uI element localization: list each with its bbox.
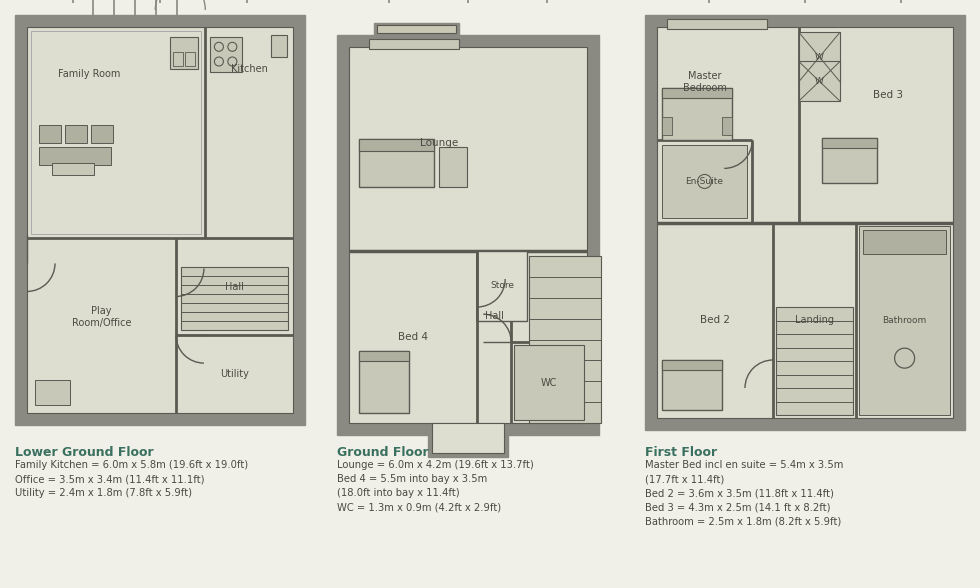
Text: Utility: Utility — [220, 369, 249, 379]
Bar — [359, 139, 434, 151]
Bar — [91, 125, 113, 143]
Text: Hall: Hall — [485, 312, 504, 322]
Text: Bed 3: Bed 3 — [873, 91, 903, 101]
Text: Landing: Landing — [795, 315, 834, 325]
Text: W: W — [815, 77, 824, 86]
Text: Family Kitchen = 6.0m x 5.8m (19.6ft x 19.0ft): Family Kitchen = 6.0m x 5.8m (19.6ft x 1… — [15, 460, 248, 470]
Bar — [662, 360, 722, 410]
Bar — [210, 37, 242, 72]
Text: Bed 4 = 5.5m into bay x 3.5m: Bed 4 = 5.5m into bay x 3.5m — [337, 474, 487, 484]
Bar — [529, 256, 601, 423]
Text: Hall: Hall — [225, 282, 244, 292]
Bar — [35, 380, 70, 405]
Bar — [439, 147, 467, 187]
Bar — [185, 52, 195, 66]
Bar — [514, 345, 584, 420]
Bar — [271, 35, 287, 57]
Text: First Floor: First Floor — [645, 446, 717, 459]
Text: Office = 3.5m x 3.4m (11.4ft x 11.1ft): Office = 3.5m x 3.4m (11.4ft x 11.1ft) — [15, 474, 205, 484]
Text: WC = 1.3m x 0.9m (4.2ft x 2.9ft): WC = 1.3m x 0.9m (4.2ft x 2.9ft) — [337, 502, 501, 512]
Text: En-Suite: En-Suite — [686, 177, 723, 186]
Text: Utility = 2.4m x 1.8m (7.8ft x 5.9ft): Utility = 2.4m x 1.8m (7.8ft x 5.9ft) — [15, 488, 192, 498]
Bar — [776, 308, 854, 415]
Text: Lounge = 6.0m x 4.2m (19.6ft x 13.7ft): Lounge = 6.0m x 4.2m (19.6ft x 13.7ft) — [337, 460, 534, 470]
Bar — [349, 47, 587, 423]
Bar — [822, 138, 877, 183]
Bar — [52, 163, 94, 175]
Bar — [39, 125, 61, 143]
Bar — [662, 88, 732, 141]
Bar — [337, 35, 599, 435]
Text: Store: Store — [490, 282, 514, 290]
Text: Ground Floor: Ground Floor — [337, 446, 428, 459]
Bar — [657, 27, 953, 418]
Bar — [722, 118, 732, 135]
Text: Lower Ground Floor: Lower Ground Floor — [15, 446, 154, 459]
Bar — [39, 148, 111, 165]
Bar — [172, 52, 183, 66]
Bar — [859, 226, 950, 415]
Text: (18.0ft into bay x 11.4ft): (18.0ft into bay x 11.4ft) — [337, 488, 460, 498]
Bar — [15, 15, 305, 425]
Text: Bed 4: Bed 4 — [398, 332, 428, 342]
Bar — [181, 268, 288, 330]
Bar — [359, 139, 434, 187]
Bar — [662, 145, 747, 218]
Text: (17.7ft x 11.4ft): (17.7ft x 11.4ft) — [645, 474, 724, 484]
Text: WC: WC — [541, 377, 558, 387]
Bar — [432, 423, 504, 453]
Text: Bathroom = 2.5m x 1.8m (8.2ft x 5.9ft): Bathroom = 2.5m x 1.8m (8.2ft x 5.9ft) — [645, 516, 841, 526]
Bar — [477, 251, 527, 321]
Bar — [359, 351, 409, 361]
Bar — [374, 23, 459, 35]
Text: Master Bed incl en suite = 5.4m x 3.5m: Master Bed incl en suite = 5.4m x 3.5m — [645, 460, 844, 470]
Bar — [662, 360, 722, 370]
Bar — [667, 19, 767, 29]
Text: Bathroom: Bathroom — [882, 316, 927, 325]
Text: Lounge: Lounge — [420, 138, 459, 148]
Text: Kitchen: Kitchen — [230, 64, 268, 74]
Text: Family Room: Family Room — [58, 69, 121, 79]
Bar — [31, 31, 201, 235]
Bar — [27, 27, 293, 413]
Bar — [359, 351, 409, 413]
Text: Play
Room/Office: Play Room/Office — [72, 306, 131, 328]
Bar — [65, 125, 87, 143]
Text: W: W — [815, 52, 824, 62]
Bar — [369, 39, 459, 49]
Bar — [170, 37, 198, 69]
Bar — [662, 118, 672, 135]
Text: Master
Bedroom: Master Bedroom — [683, 71, 726, 92]
Bar — [428, 423, 508, 457]
Bar — [799, 32, 840, 82]
Bar — [377, 25, 456, 33]
Bar — [662, 88, 732, 98]
Bar — [822, 138, 877, 148]
Bar — [863, 229, 946, 253]
Text: Bed 2 = 3.6m x 3.5m (11.8ft x 11.4ft): Bed 2 = 3.6m x 3.5m (11.8ft x 11.4ft) — [645, 488, 834, 498]
Text: Bed 3 = 4.3m x 2.5m (14.1 ft x 8.2ft): Bed 3 = 4.3m x 2.5m (14.1 ft x 8.2ft) — [645, 502, 830, 512]
Bar — [799, 61, 840, 101]
Bar — [645, 15, 965, 430]
Text: Bed 2: Bed 2 — [700, 315, 730, 325]
